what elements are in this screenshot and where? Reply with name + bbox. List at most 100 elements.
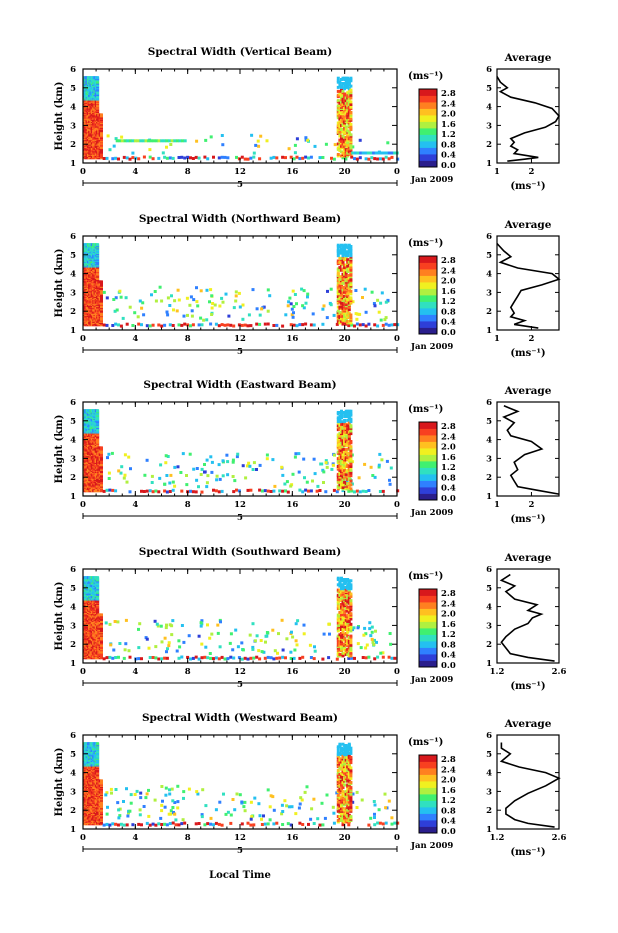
heatmap-cell	[380, 319, 383, 322]
heatmap-cell	[166, 157, 169, 160]
x-tick-label: 12	[234, 167, 246, 177]
y-tick-label: 1	[70, 326, 76, 336]
heatmap-cell	[281, 156, 284, 159]
average-y-tick-label: 3	[486, 288, 492, 298]
heatmap-cell	[349, 480, 352, 483]
colorbar-tick-label: 1.6	[441, 287, 456, 297]
chart-title: Spectral Width (Vertical Beam)	[148, 46, 332, 58]
heatmap-cell	[140, 323, 143, 326]
heatmap-cell	[196, 304, 199, 307]
average-title: Average	[504, 219, 552, 231]
heatmap-cell	[96, 76, 99, 79]
heatmap-cell	[124, 453, 127, 456]
x-tick-label: 20	[339, 167, 351, 177]
colorbar-swatch	[419, 435, 437, 442]
heatmap-cell	[210, 313, 213, 316]
heatmap-cell	[345, 244, 348, 247]
heatmap-cell	[151, 475, 154, 478]
heatmap-cell	[103, 291, 106, 294]
heatmap-cell	[356, 490, 359, 493]
heatmap-cell	[157, 157, 160, 160]
y-tick-label: 1	[70, 159, 76, 169]
heatmap-cell	[349, 432, 352, 435]
heatmap-cell	[142, 139, 145, 142]
colorbar-swatch	[419, 161, 437, 168]
heatmap-cell	[183, 315, 186, 318]
average-y-tick-label: 6	[486, 398, 492, 408]
heatmap-cell	[111, 489, 114, 492]
heatmap-cell	[201, 323, 204, 326]
heatmap-cell	[359, 139, 362, 142]
heatmap-cell	[362, 323, 365, 326]
heatmap-cell	[106, 456, 109, 459]
heatmap-cell	[342, 90, 345, 93]
heatmap-cell	[257, 145, 260, 148]
heatmap-cell	[284, 313, 287, 316]
colorbar-swatch	[419, 442, 437, 449]
x-tick-label: 0	[394, 500, 400, 510]
heatmap-cell	[224, 156, 227, 159]
heatmap-cell	[258, 489, 261, 492]
heatmap-cell	[389, 483, 392, 486]
heatmap-cell	[216, 475, 219, 478]
heatmap-cell	[241, 318, 244, 321]
heatmap-cell	[391, 156, 394, 159]
heatmap-cell	[206, 459, 209, 462]
heatmap-cell	[281, 490, 284, 493]
heatmap-cell	[220, 297, 223, 300]
heatmap-cell	[386, 141, 389, 144]
heatmap-cell	[178, 156, 181, 159]
heatmap-cell	[126, 156, 129, 159]
heatmap-cell	[370, 152, 373, 155]
heatmap-cell	[255, 323, 258, 326]
heatmap-cell	[214, 304, 217, 307]
average-y-tick-label: 4	[486, 270, 492, 280]
heatmap-cell	[209, 455, 212, 458]
colorbar-swatch	[419, 448, 437, 455]
heatmap-cell	[349, 457, 352, 460]
heatmap-cell	[150, 293, 153, 296]
average-y-tick-label: 1	[486, 492, 492, 502]
heatmap-cell	[391, 323, 394, 326]
heatmap-cell	[172, 481, 175, 484]
heatmap-cell	[232, 459, 235, 462]
heatmap-cell	[267, 288, 270, 291]
heatmap-cell	[100, 280, 103, 283]
heatmap-cell	[233, 306, 236, 309]
heatmap-cell	[192, 468, 195, 471]
heatmap-cell	[322, 470, 325, 473]
heatmap-cell	[377, 152, 380, 155]
heatmap-cell	[205, 485, 208, 488]
heatmap-cell	[242, 304, 245, 307]
heatmap-cell	[337, 248, 340, 251]
heatmap-cell	[122, 317, 125, 320]
heatmap-cell	[106, 489, 109, 492]
heatmap-cell	[385, 323, 388, 326]
heatmap-cell	[355, 312, 358, 315]
heatmap-cell	[330, 288, 333, 291]
x-tick-label: 16	[286, 167, 298, 177]
heatmap-cell	[145, 139, 148, 142]
heatmap-cell	[342, 282, 345, 285]
heatmap-cell	[343, 93, 346, 96]
heatmap-cell	[247, 462, 250, 465]
heatmap-cell	[351, 152, 354, 155]
heatmap-cell	[244, 324, 247, 327]
heatmap-cell	[294, 456, 297, 459]
heatmap-cell	[349, 321, 352, 324]
heatmap-cell	[195, 140, 198, 143]
heatmap-cell	[159, 463, 162, 466]
average-y-tick-label: 5	[486, 84, 492, 94]
heatmap-cell	[109, 148, 112, 151]
heatmap-cells	[83, 409, 399, 493]
heatmap-cell	[349, 445, 352, 448]
x-tick-label: 4	[132, 334, 138, 344]
heatmap-cell	[221, 490, 224, 493]
heatmap-cell	[321, 156, 324, 159]
heatmap-cell	[364, 152, 367, 155]
heatmap-cell	[218, 156, 221, 159]
heatmap-cell	[195, 300, 198, 303]
heatmap-cell	[382, 324, 385, 327]
heatmap-cell	[349, 252, 352, 255]
heatmap-cell	[337, 271, 340, 274]
